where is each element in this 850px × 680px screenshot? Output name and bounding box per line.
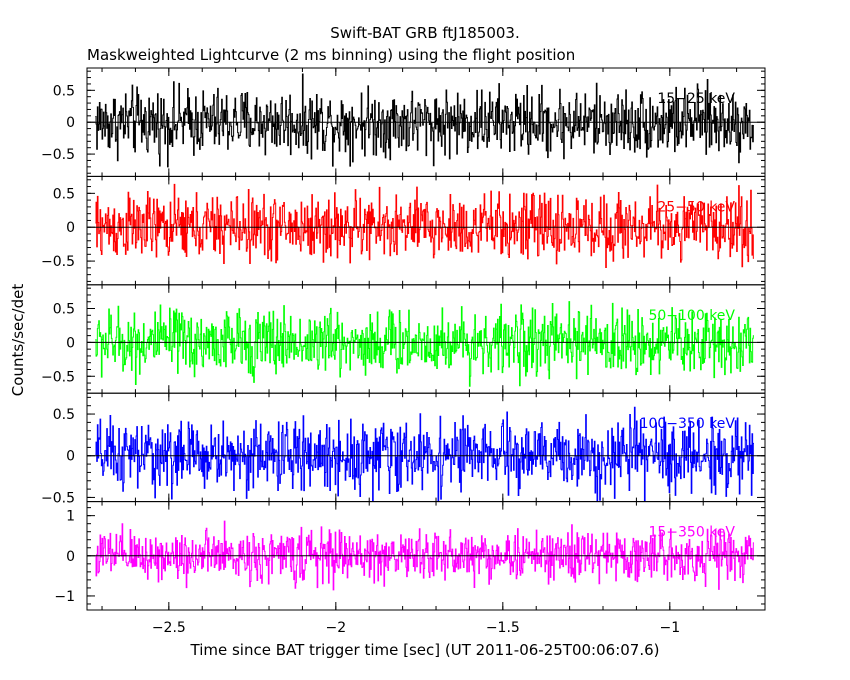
- series-line: [95, 73, 754, 168]
- y-tick-label: −0.5: [41, 369, 75, 385]
- series-line: [95, 183, 754, 268]
- x-tick-label: −1: [659, 620, 680, 636]
- panel-15-350-kev: 1 0 −1 15−350 keV: [54, 501, 766, 611]
- y-tick-label: −0.5: [41, 147, 75, 163]
- y-tick-label: 0: [66, 115, 75, 131]
- band-label: 15−350 keV: [648, 525, 735, 541]
- panel-50-100-kev: 0.5 0 −0.5 50−100 keV: [41, 284, 766, 394]
- series-line: [95, 520, 754, 591]
- panel-25-50-kev: 0.5 0 −0.5 25−50 keV: [41, 175, 766, 286]
- x-axis-label: Time since BAT trigger time [sec] (UT 20…: [190, 641, 660, 659]
- y-tick-label: 0.5: [53, 302, 75, 318]
- y-tick-label: 0.5: [53, 407, 75, 423]
- panel-15-25-kev: 0.5 0 −0.5 15−25 keV: [41, 67, 766, 177]
- panel-100-350-kev: 0.5 0 −0.5 100−350 keV: [41, 392, 766, 506]
- series-line: [95, 301, 754, 387]
- y-tick-label: 0: [66, 220, 75, 236]
- band-label: 100−350 keV: [640, 416, 736, 432]
- x-tick-label: −2: [326, 620, 347, 636]
- y-tick-label: −1: [54, 589, 75, 605]
- y-tick-label: 0.5: [53, 186, 75, 202]
- y-tick-label: 0: [66, 449, 75, 465]
- x-tick-label: −2.5: [152, 620, 186, 636]
- y-axis-label: Counts/sec/det: [9, 284, 27, 397]
- y-tick-label: −0.5: [41, 254, 75, 270]
- y-tick-label: 0.5: [53, 83, 75, 99]
- y-tick-label: 1: [66, 509, 75, 525]
- chart-subtitle: Maskweighted Lightcurve (2 ms binning) u…: [87, 46, 575, 64]
- y-tick-label: 0: [66, 549, 75, 565]
- x-tick-label: −1.5: [486, 620, 520, 636]
- series-line: [95, 406, 754, 502]
- band-label: 25−50 keV: [657, 199, 735, 215]
- chart-title: Swift-BAT GRB ftJ185003.: [330, 24, 520, 42]
- y-tick-label: −0.5: [41, 490, 75, 506]
- band-label: 15−25 keV: [657, 91, 735, 107]
- panels-group: 0.5 0 −0.5 15−25 keV 0.5 0 −0.5 25−50 keV 0.5 0 −0…: [41, 67, 766, 611]
- y-tick-label: 0: [66, 335, 75, 351]
- band-label: 50−100 keV: [648, 308, 735, 324]
- x-tick-labels: −2.5 −2 −1.5 −1: [152, 620, 680, 636]
